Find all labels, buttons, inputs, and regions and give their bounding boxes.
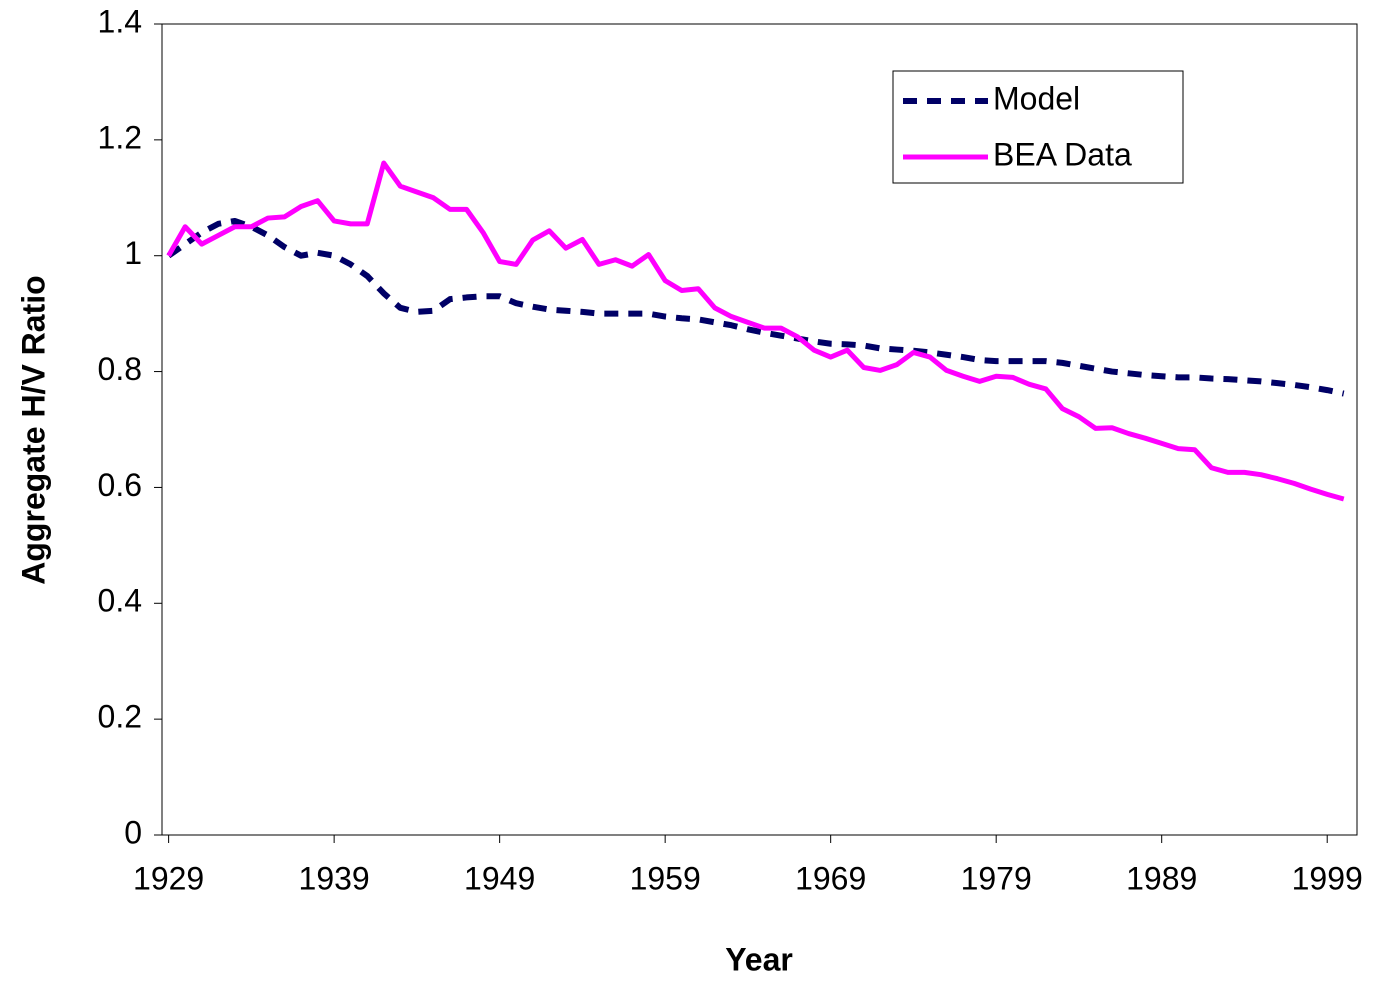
x-tick-label: 1939	[299, 860, 370, 896]
y-tick-label: 0.2	[98, 699, 142, 735]
y-axis-title: Aggregate H/V Ratio	[15, 275, 51, 584]
y-tick-label: 0.6	[98, 467, 142, 503]
legend-box	[892, 70, 1184, 184]
y-tick-label: 1.2	[98, 119, 142, 155]
x-tick-label: 1989	[1126, 860, 1197, 896]
x-tick-label: 1979	[961, 860, 1032, 896]
plot-area	[161, 23, 1358, 836]
series-line	[166, 217, 1345, 397]
legend-label: BEA Data	[993, 136, 1132, 172]
y-tick-label: 0	[124, 814, 142, 850]
x-axis-title: Year	[725, 941, 793, 977]
y-tick-label: 0.4	[98, 583, 142, 619]
x-tick-label: 1949	[464, 860, 535, 896]
x-tick-label: 1969	[795, 860, 866, 896]
x-tick-label: 1929	[133, 860, 204, 896]
series-line	[166, 160, 1345, 502]
legend: Model BEA Data	[892, 70, 1184, 184]
y-tick-label: 0.8	[98, 351, 142, 387]
y-tick-label: 1.4	[98, 3, 142, 39]
legend-label: Model	[993, 80, 1080, 116]
y-tick-label: 1	[124, 235, 142, 271]
x-tick-label: 1959	[630, 860, 701, 896]
x-tick-label: 1999	[1292, 860, 1363, 896]
